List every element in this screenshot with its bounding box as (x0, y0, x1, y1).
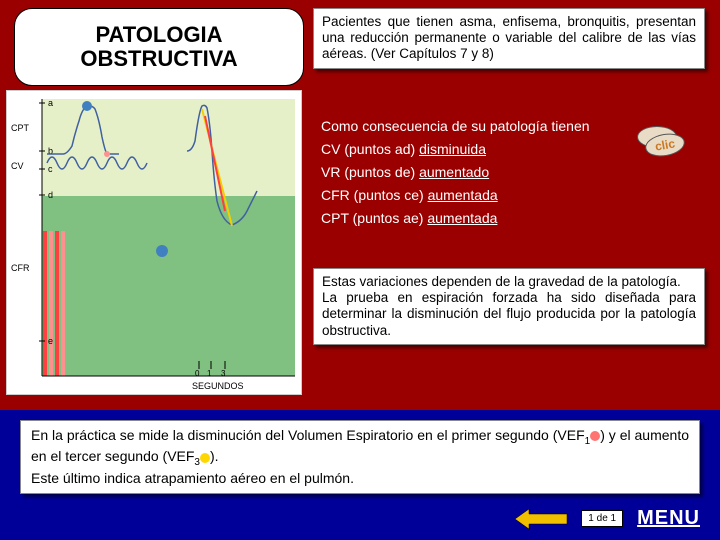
label-cv: CV (11, 161, 24, 171)
practice-line2: Este último indica atrapamiento aéreo en… (31, 470, 354, 486)
svg-text:e: e (48, 336, 53, 346)
title-box: PATOLOGIA OBSTRUCTIVA (14, 8, 304, 86)
explain-p1: Estas variaciones dependen de la graveda… (322, 274, 696, 290)
vef1-marker-icon (590, 431, 600, 441)
tick-1: 1 (207, 369, 211, 378)
back-arrow-button[interactable] (515, 509, 567, 529)
tick-3: 3 (221, 369, 225, 378)
conseq-vr: VR (puntos de) aumentado (321, 161, 697, 184)
label-cpt: CPT (11, 123, 29, 133)
menu-link[interactable]: MENU (637, 507, 700, 530)
description-box: Pacientes que tienen asma, enfisema, bro… (313, 8, 705, 69)
practice-box: En la práctica se mide la disminución de… (20, 420, 700, 494)
consequences-box: Como consecuencia de su patología tienen… (313, 110, 705, 234)
explain-p2: La prueba en espiración forzada ha sido … (322, 290, 696, 339)
explanation-box: Estas variaciones dependen de la graveda… (313, 268, 705, 345)
clic-label: clic (654, 135, 677, 154)
bottom-nav: 1 de 1 MENU (515, 507, 700, 530)
label-segundos: SEGUNDOS (192, 381, 244, 391)
svg-text:a: a (48, 98, 53, 108)
spirometry-chart: abcde CPT CV CFR SEGUNDOS 0 1 3 (6, 90, 302, 395)
svg-text:d: d (48, 190, 53, 200)
conseq-cfr: CFR (puntos ce) aumentada (321, 184, 697, 207)
arrow-left-icon (515, 509, 567, 529)
tick-0: 0 (195, 369, 199, 378)
clic-button[interactable]: clic (637, 126, 685, 156)
description-text: Pacientes que tienen asma, enfisema, bro… (322, 14, 696, 61)
conseq-cpt: CPT (puntos ae) aumentada (321, 207, 697, 230)
svg-text:c: c (48, 164, 53, 174)
title-line1: PATOLOGIA (95, 23, 222, 47)
title-line2: OBSTRUCTIVA (80, 47, 237, 71)
page-indicator: 1 de 1 (581, 510, 623, 527)
vef3-marker-icon (200, 453, 210, 463)
label-cfr: CFR (11, 263, 30, 273)
